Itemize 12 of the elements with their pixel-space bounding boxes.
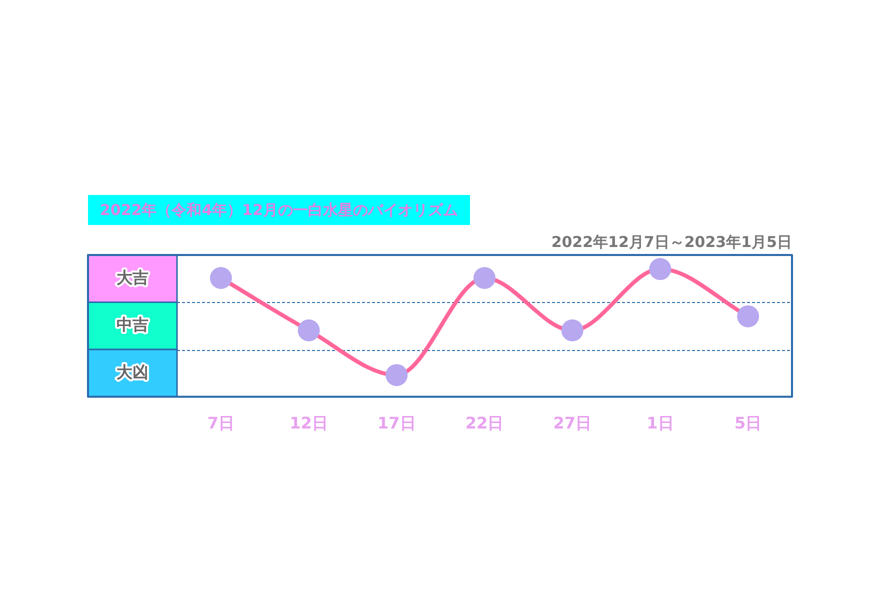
text: 大凶 (116, 362, 148, 382)
x-tick-label: 27日 (553, 414, 592, 433)
text: 中吉 (116, 315, 148, 334)
x-tick-label: 1日 (646, 414, 674, 433)
chart-title: 2022年（令和4年）12月の一白水星のバイオリズム (88, 195, 470, 225)
x-tick-label: 12日 (290, 414, 328, 433)
chart-subtitle: 2022年12月7日～2023年1月5日 (551, 233, 792, 252)
x-tick-label: 5日 (734, 414, 762, 433)
text: 大吉 (116, 268, 148, 287)
x-tick-label: 22日 (465, 414, 504, 433)
x-tick-label: 7日 (207, 414, 234, 433)
x-tick-label: 17日 (378, 414, 416, 433)
